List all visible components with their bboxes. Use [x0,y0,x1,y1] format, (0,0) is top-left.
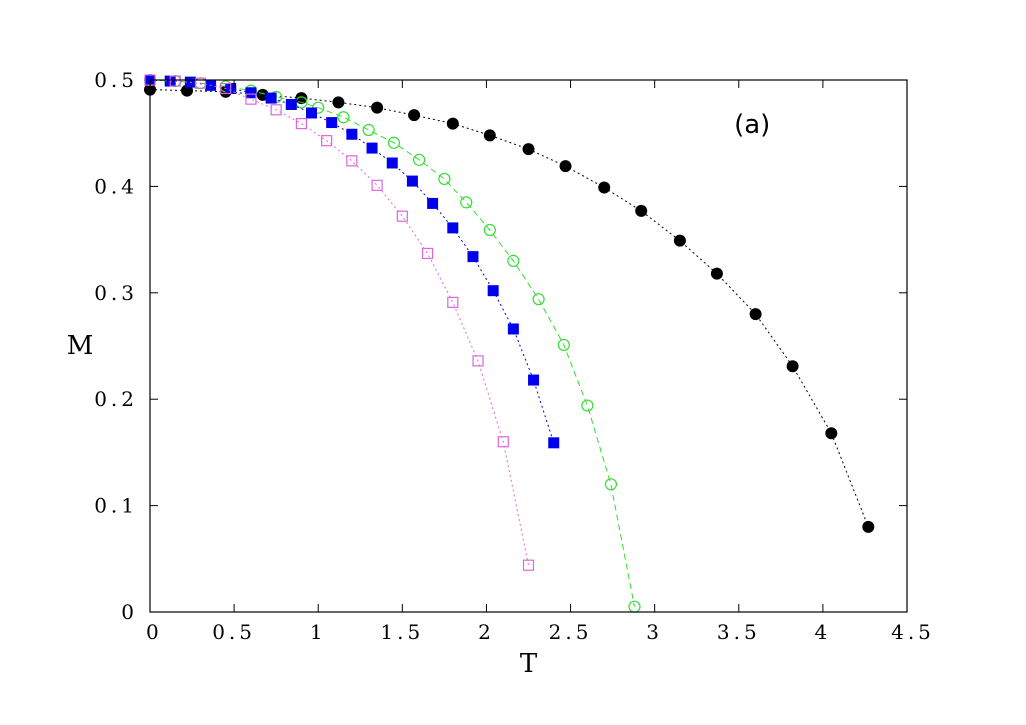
data-point [446,117,459,130]
data-point [507,254,520,267]
data-point [295,92,308,105]
data-point [169,75,181,87]
data-point [786,360,799,373]
data-point [497,436,509,448]
x-tick-label: 1 [310,620,327,644]
data-point [825,427,838,440]
panel-annotation: (a) [734,110,770,140]
data-point [559,160,572,173]
data-point [346,128,358,140]
data-point [396,210,408,222]
data-point [421,247,434,260]
data-point [862,520,875,533]
data-point [337,111,350,124]
data-point [598,181,611,194]
data-point [548,437,560,449]
x-tick-label: 4 [815,620,832,644]
data-point [710,267,723,280]
ticks-layer: 0 0.5 1 1.5 2 2.5 3 3.5 4 4.5 0 0.1 0.2 0.3 0.4 0.5 [94,68,935,644]
data-point [604,478,618,491]
data-point [295,118,307,130]
series-line [149,89,869,528]
data-point [749,308,762,321]
x-axis-label: T [520,649,538,679]
x-tick-label: 1.5 [380,620,424,644]
x-tick-label: 2.5 [549,620,593,644]
data-point [483,129,496,142]
data-point [194,77,207,89]
x-tick-label: 0 [146,620,163,644]
data-point [366,142,378,154]
data-point [285,98,297,110]
data-point [438,172,451,186]
data-point [507,323,519,335]
data-point [270,104,282,116]
data-point [386,157,398,169]
series-3 [144,74,560,449]
data-point [472,355,484,367]
x-tick-label: 3.5 [717,620,761,644]
data-point [557,338,570,352]
series-1 [144,83,875,533]
data-point [387,136,401,149]
data-point [362,123,375,137]
x-tick-label: 3 [646,620,663,644]
data-point [245,87,257,99]
data-point [245,93,257,105]
data-point [181,84,194,97]
data-point [220,82,232,95]
plot-frame [149,79,908,613]
series-layer [143,73,875,613]
data-point [413,153,426,166]
data-point [635,204,648,217]
data-point [447,296,459,308]
data-point [522,559,535,571]
y-tick-label: 0 [121,600,138,624]
data-point [371,101,384,114]
data-point [305,107,317,119]
data-point [522,143,535,156]
series-2 [143,73,641,613]
data-point [332,96,345,109]
y-tick-label: 0.5 [94,68,138,92]
x-tick-label: 4.5 [891,620,935,644]
series-4 [144,74,535,571]
y-tick-label: 0.3 [94,281,138,305]
y-tick-label: 0.1 [94,494,138,518]
y-tick-label: 0.4 [94,174,138,198]
data-point [406,175,418,187]
data-point [467,251,479,263]
data-point [528,374,540,386]
data-point [326,117,338,129]
x-tick-label: 2 [478,620,495,644]
data-point [346,155,358,167]
data-point [487,285,499,297]
data-point [460,196,473,209]
data-point [321,135,333,147]
y-tick-label: 0.2 [94,387,138,411]
data-point [265,92,277,104]
series-line [149,79,529,566]
y-axis-label: M [67,331,94,361]
data-point [581,399,594,412]
data-point [483,223,496,237]
data-point [673,234,686,247]
data-point [408,109,421,122]
data-point [532,293,545,306]
data-point [447,222,459,234]
data-point [427,197,439,209]
data-point [371,179,383,191]
x-tick-label: 0.5 [212,620,256,644]
